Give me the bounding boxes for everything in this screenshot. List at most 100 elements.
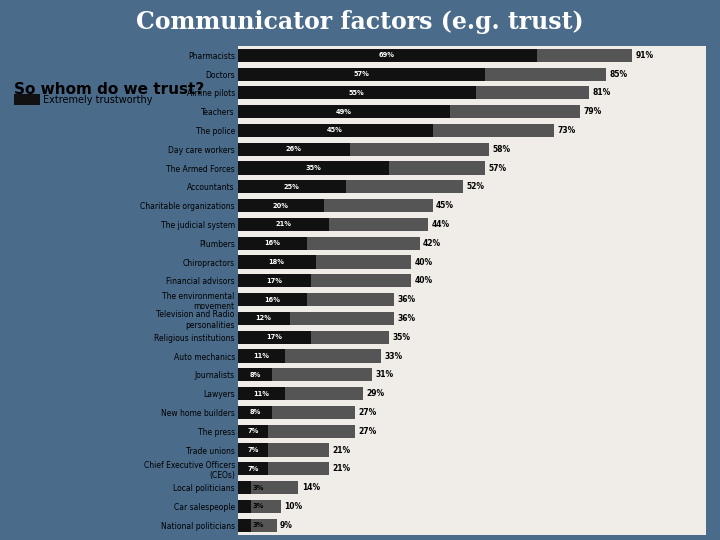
Text: 36%: 36% [397,314,415,323]
Text: 27%: 27% [358,408,377,417]
Text: 10%: 10% [284,502,302,511]
Bar [238,406,272,419]
Text: 44%: 44% [432,220,450,229]
Text: 11%: 11% [253,390,269,396]
Text: 45%: 45% [327,127,343,133]
Bar [238,105,450,118]
Text: 16%: 16% [264,296,280,302]
Text: 17%: 17% [266,278,282,284]
Text: 57%: 57% [354,71,369,77]
Text: 45%: 45% [436,201,454,210]
Text: 9%: 9% [280,521,293,530]
Bar [238,180,346,193]
Bar [238,49,536,62]
Bar [238,500,251,513]
Bar [238,199,433,212]
Bar [238,518,251,532]
Text: 52%: 52% [467,183,485,191]
Bar [238,312,289,325]
Text: 17%: 17% [266,334,282,340]
Text: 3%: 3% [253,503,264,509]
Text: So whom do we trust?: So whom do we trust? [14,82,204,97]
Bar [238,143,350,156]
Bar [238,68,606,80]
Text: 73%: 73% [557,126,576,135]
Text: 21%: 21% [275,221,291,227]
Bar [238,255,315,268]
Text: 40%: 40% [415,276,433,285]
Text: 14%: 14% [302,483,320,492]
Bar [238,143,489,156]
Text: 12%: 12% [256,315,271,321]
Bar [238,387,364,400]
Text: 21%: 21% [332,446,350,455]
Bar [238,255,411,268]
Bar [238,481,251,494]
Text: 8%: 8% [249,372,261,378]
Text: Ipsos-Reid poll 2002: Ipsos-Reid poll 2002 [281,48,439,62]
Text: 91%: 91% [635,51,654,60]
Bar [238,518,276,532]
Text: 27%: 27% [358,427,377,436]
Bar [238,330,311,344]
Text: 35%: 35% [392,333,410,342]
Text: 7%: 7% [247,466,258,472]
Text: 21%: 21% [332,464,350,474]
Bar [238,349,285,363]
Bar [238,293,307,306]
Bar [238,500,281,513]
Bar [238,274,311,287]
Bar [238,274,411,287]
Bar [238,218,328,231]
Bar [238,105,580,118]
Text: 36%: 36% [397,295,415,304]
Text: 49%: 49% [336,109,352,114]
Bar [238,161,390,174]
Bar [238,368,372,381]
Text: 3%: 3% [253,522,264,528]
Text: 25%: 25% [284,184,300,190]
Bar [238,180,463,193]
Text: 55%: 55% [349,90,364,96]
Text: 40%: 40% [415,258,433,267]
Bar [238,124,433,137]
Bar [238,443,268,457]
Bar [259,93,284,105]
Text: Trustworthy: Trustworthy [288,94,346,105]
Bar [238,312,394,325]
Text: 69%: 69% [379,52,395,58]
Bar [238,218,428,231]
Bar [238,443,328,457]
Text: 79%: 79% [583,107,602,116]
Bar [238,86,476,99]
Text: 7%: 7% [247,428,258,434]
Text: 16%: 16% [264,240,280,246]
Text: 35%: 35% [305,165,321,171]
Text: 33%: 33% [384,352,402,361]
Bar [238,406,355,419]
Text: 85%: 85% [609,70,628,79]
Text: Extremely trustworthy: Extremely trustworthy [43,94,153,105]
Bar [238,49,632,62]
Bar [238,68,485,80]
Bar [238,368,272,381]
Text: 26%: 26% [286,146,302,152]
Text: 81%: 81% [592,89,611,97]
Text: 29%: 29% [366,389,385,398]
Bar [238,424,355,438]
Text: 31%: 31% [375,370,394,379]
Bar [238,330,390,344]
Bar [238,462,268,475]
Bar [238,424,268,438]
Bar [238,86,589,99]
Text: 3%: 3% [253,484,264,491]
Text: 58%: 58% [492,145,510,154]
Bar [238,462,328,475]
Bar [238,387,285,400]
Text: 7%: 7% [247,447,258,453]
Text: Communicator factors (e.g. trust): Communicator factors (e.g. trust) [136,10,584,35]
Text: 8%: 8% [249,409,261,415]
Text: 57%: 57% [488,164,506,173]
Text: 18%: 18% [269,259,284,265]
Text: 11%: 11% [253,353,269,359]
